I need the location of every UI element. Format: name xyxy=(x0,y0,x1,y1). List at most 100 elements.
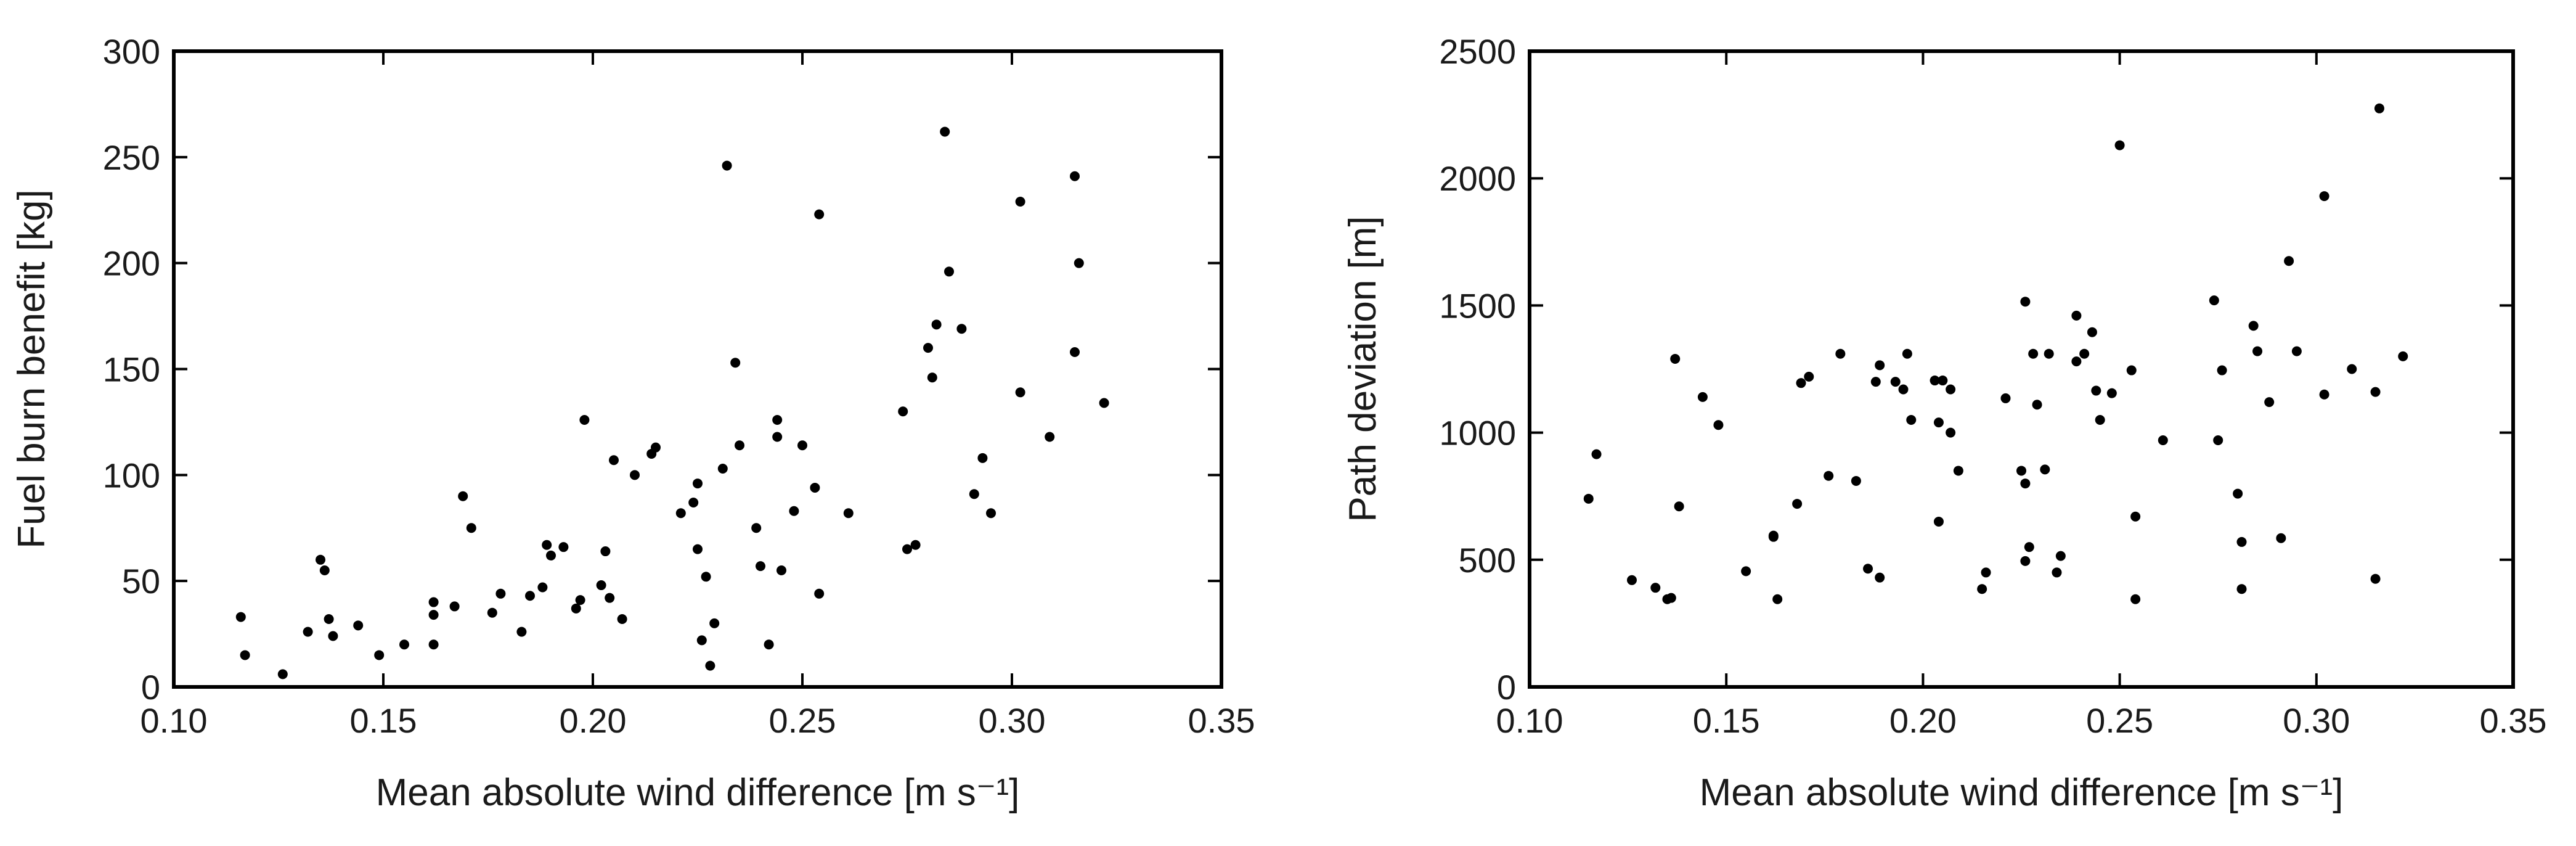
data-point xyxy=(558,542,569,552)
x-tick-label: 0.25 xyxy=(769,701,836,740)
data-point xyxy=(1074,258,1084,268)
data-point xyxy=(1875,360,1885,371)
data-point xyxy=(542,540,552,550)
data-point xyxy=(324,614,334,625)
data-point xyxy=(2016,466,2026,476)
data-point xyxy=(2040,464,2050,475)
data-point xyxy=(2347,364,2357,374)
data-point xyxy=(751,523,762,533)
x-tick-label: 0.35 xyxy=(2480,701,2547,740)
data-point xyxy=(789,506,799,516)
data-point xyxy=(2374,103,2384,113)
data-point xyxy=(1890,377,1901,387)
data-point xyxy=(986,508,996,519)
data-point xyxy=(1792,499,1803,509)
data-point xyxy=(1697,392,1708,402)
data-point xyxy=(1898,384,1909,395)
data-point xyxy=(940,126,950,137)
data-point xyxy=(2106,388,2117,398)
data-point xyxy=(772,432,783,442)
data-point xyxy=(814,209,825,220)
data-point xyxy=(1626,575,1637,585)
data-point xyxy=(2248,321,2259,331)
data-point xyxy=(630,470,640,480)
data-point xyxy=(1930,376,1940,386)
data-point xyxy=(1851,475,1861,486)
data-point xyxy=(764,639,774,650)
data-point xyxy=(772,414,783,425)
data-point xyxy=(596,580,606,591)
data-point xyxy=(319,565,330,575)
data-point xyxy=(898,406,908,417)
data-point xyxy=(1772,594,1783,604)
path-deviation-scatter-panel: 0.10 0.15 0.20 0.25 0.30 0.35 0 500 1000 1500 2000… xyxy=(1342,32,2547,814)
data-point xyxy=(688,498,699,508)
data-point xyxy=(2130,594,2141,604)
data-point xyxy=(1906,414,1917,425)
data-point xyxy=(2044,348,2054,359)
y-tick-label: 500 xyxy=(1459,541,1516,580)
data-point xyxy=(2052,567,2062,578)
data-point xyxy=(328,631,338,641)
data-point xyxy=(2130,511,2141,522)
data-point xyxy=(977,453,988,463)
x-tick-label: 0.10 xyxy=(1496,701,1563,740)
x-tick-label: 0.10 xyxy=(141,701,208,740)
data-point xyxy=(428,610,439,620)
data-point xyxy=(2071,356,2082,367)
y-tick-label: 1000 xyxy=(1439,414,1516,453)
y-tick-label: 300 xyxy=(103,32,160,71)
data-point xyxy=(235,612,246,622)
data-point xyxy=(705,660,715,671)
data-point xyxy=(2264,397,2275,408)
data-point xyxy=(2055,551,2066,561)
data-point xyxy=(2370,573,2381,584)
data-point xyxy=(696,635,707,646)
data-point xyxy=(2020,297,2031,307)
data-point xyxy=(2233,488,2243,499)
data-point xyxy=(1946,384,1956,395)
data-point xyxy=(609,455,619,466)
plot-frame xyxy=(1528,49,2515,689)
y-tick-label: 200 xyxy=(103,244,160,283)
y-tick-label: 150 xyxy=(103,350,160,389)
data-point xyxy=(931,319,942,330)
y-tick-label: 100 xyxy=(103,456,160,495)
data-point xyxy=(1015,387,1025,398)
data-point xyxy=(2284,256,2294,266)
data-point xyxy=(944,266,954,277)
data-point xyxy=(1070,347,1080,358)
data-point xyxy=(2276,533,2286,543)
data-point xyxy=(458,491,468,501)
data-point xyxy=(1875,572,1885,583)
data-point xyxy=(516,626,527,637)
data-point xyxy=(2319,389,2329,400)
data-point xyxy=(722,160,732,171)
data-point xyxy=(1870,377,1881,387)
data-point xyxy=(2028,348,2039,359)
y-tick-label: 0 xyxy=(1497,668,1516,707)
data-point xyxy=(399,639,409,650)
data-point xyxy=(2236,584,2247,594)
data-point xyxy=(571,603,581,614)
data-point xyxy=(735,440,744,451)
data-point xyxy=(701,572,711,582)
data-point xyxy=(910,540,921,550)
data-point xyxy=(2020,556,2031,566)
data-point xyxy=(2095,414,2105,425)
data-point xyxy=(1666,593,1676,603)
y-tick-label: 2000 xyxy=(1439,159,1516,198)
data-point xyxy=(810,482,820,493)
data-point xyxy=(2091,385,2101,396)
y-tick-label: 1500 xyxy=(1439,286,1516,325)
data-point xyxy=(717,464,728,474)
data-point xyxy=(466,523,476,533)
data-point xyxy=(575,595,585,606)
y-tick-label: 50 xyxy=(122,562,160,601)
x-tick-label: 0.15 xyxy=(350,701,417,740)
data-point xyxy=(1863,564,1873,574)
x-axis-label: Mean absolute wind difference [m s⁻¹] xyxy=(1700,771,2344,814)
data-point xyxy=(353,620,364,631)
data-point xyxy=(2158,435,2168,445)
data-point xyxy=(843,508,854,519)
